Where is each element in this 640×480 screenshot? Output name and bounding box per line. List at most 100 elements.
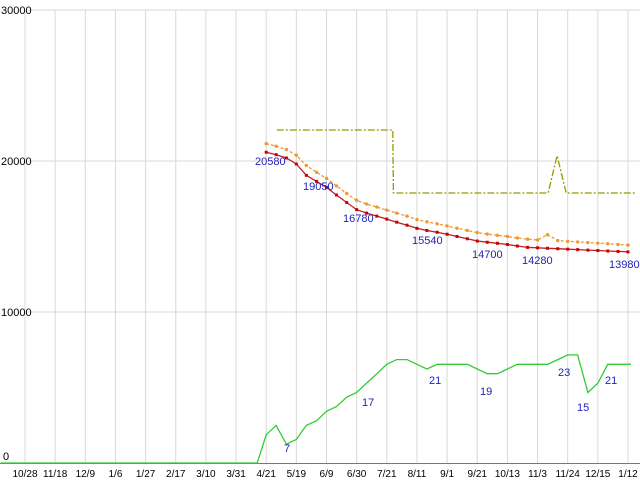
- series-red-solid-line-marker: [334, 193, 338, 197]
- series-orange-dashed-line-marker: [375, 205, 379, 209]
- x-axis-tick-label: 11/24: [556, 469, 581, 480]
- series-red-solid-line-marker: [325, 185, 328, 189]
- value-annotation: 14700: [472, 249, 503, 261]
- series-red-solid-line-marker: [264, 150, 268, 154]
- series-red-solid-line-marker: [455, 235, 459, 238]
- series-orange-dashed-line-marker: [395, 211, 399, 215]
- series-red-solid-line-marker: [355, 208, 359, 212]
- x-axis-tick-label: 3/31: [226, 469, 246, 480]
- series-red-solid-line-marker: [566, 247, 570, 251]
- value-annotation: 21: [429, 375, 441, 387]
- series-orange-dashed-line-marker: [495, 233, 500, 237]
- y-axis-tick-label: 20000: [1, 156, 32, 168]
- x-axis-tick-label: 5/19: [287, 469, 307, 480]
- series-orange-dashed-line-marker: [385, 208, 389, 212]
- x-axis-tick-label: 11/3: [528, 469, 547, 480]
- value-annotation: 21: [605, 375, 617, 387]
- series-red-solid-line-marker: [445, 232, 449, 236]
- series-red-solid-line-marker: [304, 173, 308, 177]
- series-red-solid-line-marker: [365, 211, 369, 215]
- x-axis-tick-label: 7/21: [377, 469, 397, 480]
- value-annotation: 15: [577, 402, 589, 414]
- series-red-solid-line-marker: [274, 153, 278, 157]
- series-red-solid-line-marker: [435, 230, 439, 234]
- x-axis-tick-label: 6/9: [320, 469, 334, 480]
- x-axis-tick-label: 12/9: [76, 469, 96, 480]
- series-orange-dashed-line-marker: [274, 144, 278, 148]
- series-orange-dashed-line-marker: [455, 226, 459, 230]
- value-annotation: 13980: [609, 259, 640, 271]
- value-annotation: 19050: [303, 181, 334, 193]
- series-red-solid-line-marker: [485, 240, 489, 244]
- series-orange-dashed-line-marker: [626, 243, 630, 247]
- x-axis-tick-label: 12/15: [585, 469, 610, 480]
- series-red-solid-line-marker: [536, 246, 540, 250]
- value-annotation: 16780: [343, 213, 374, 225]
- series-red-solid-line-marker: [425, 228, 429, 232]
- series-orange-dashed-line-marker: [284, 147, 289, 152]
- y-axis-tick-label: 0: [3, 451, 9, 463]
- series-green-solid-line: [0, 354, 631, 464]
- series-orange-dashed-line-marker: [354, 198, 359, 202]
- x-axis-tick-label: 1/12: [618, 469, 638, 480]
- value-annotation: 14280: [522, 255, 553, 267]
- series-red-solid-line-marker: [415, 226, 419, 230]
- x-axis-tick-label: 9/1: [440, 469, 454, 480]
- series-red-solid-line-marker: [526, 245, 530, 249]
- series-red-solid-line-marker: [556, 247, 560, 251]
- series-red-solid-line-marker: [465, 237, 469, 241]
- series-red-solid-line-marker: [596, 249, 600, 253]
- series-orange-dashed-line-marker: [345, 191, 349, 196]
- series-orange-dashed-line-marker: [566, 239, 570, 244]
- series-red-solid-line-marker: [545, 246, 549, 250]
- series-orange-dashed-line-marker: [314, 170, 319, 175]
- series-red-solid-line-marker: [505, 243, 509, 247]
- series-red-solid-line-marker: [576, 248, 580, 252]
- series-red-solid-line-marker: [515, 244, 519, 248]
- series-orange-dashed-line-marker: [304, 163, 308, 168]
- x-axis-tick-label: 11/18: [43, 469, 68, 480]
- value-annotation: 23: [558, 367, 570, 379]
- series-orange-dashed-line-marker: [575, 240, 580, 244]
- series-orange-dashed-line-marker: [324, 176, 329, 181]
- series-orange-dashed-line-marker: [435, 222, 439, 226]
- series-red-solid-line-marker: [395, 220, 399, 224]
- series-orange-dashed-line-marker: [264, 141, 268, 146]
- series-orange-dashed-line-marker: [545, 232, 550, 237]
- series-orange-dashed-line-marker: [294, 153, 299, 157]
- series-orange-dashed-line-marker: [515, 236, 520, 240]
- series-orange-dashed-line-marker: [596, 241, 600, 245]
- x-axis-tick-label: 10/28: [12, 469, 37, 480]
- series-orange-dashed-line-marker: [415, 217, 419, 222]
- value-annotation: 15540: [412, 235, 443, 247]
- series-red-solid-line-marker: [626, 250, 630, 254]
- value-annotation: 20580: [255, 156, 286, 168]
- series-orange-dashed-line-marker: [465, 228, 470, 233]
- series-orange-dashed-line-marker: [586, 240, 590, 245]
- x-axis-tick-label: 3/10: [196, 469, 216, 480]
- series-orange-dashed-line-marker: [616, 242, 620, 247]
- value-annotation: 7: [284, 443, 290, 455]
- x-axis-tick-label: 6/30: [347, 469, 367, 480]
- series-red-solid-line-marker: [475, 239, 479, 243]
- y-axis-tick-label: 10000: [1, 307, 32, 319]
- x-axis-tick-label: 1/6: [108, 469, 122, 480]
- series-orange-dashed-line-marker: [556, 238, 560, 243]
- series-red-solid-line-marker: [345, 201, 349, 205]
- series-orange-dashed-line-marker: [475, 230, 479, 235]
- series-orange-dashed-line-marker: [535, 238, 540, 242]
- series-orange-dashed-line-marker: [334, 184, 339, 188]
- series-red-solid-line-marker: [315, 179, 319, 183]
- series-red-solid-line-marker: [606, 249, 610, 253]
- series-orange-dashed-line-marker: [606, 242, 610, 246]
- x-axis-tick-label: 9/21: [468, 469, 488, 480]
- series-red-solid-line-marker: [586, 248, 590, 252]
- x-axis-tick-label: 4/21: [256, 469, 276, 480]
- x-axis-tick-label: 1/27: [136, 469, 156, 480]
- y-axis-tick-label: 30000: [1, 5, 32, 17]
- series-red-solid-line-marker: [284, 156, 288, 160]
- series-red-solid-line-marker: [375, 214, 379, 218]
- series-orange-dashed-line-marker: [445, 224, 449, 228]
- series-orange-dashed-line-marker: [425, 220, 429, 224]
